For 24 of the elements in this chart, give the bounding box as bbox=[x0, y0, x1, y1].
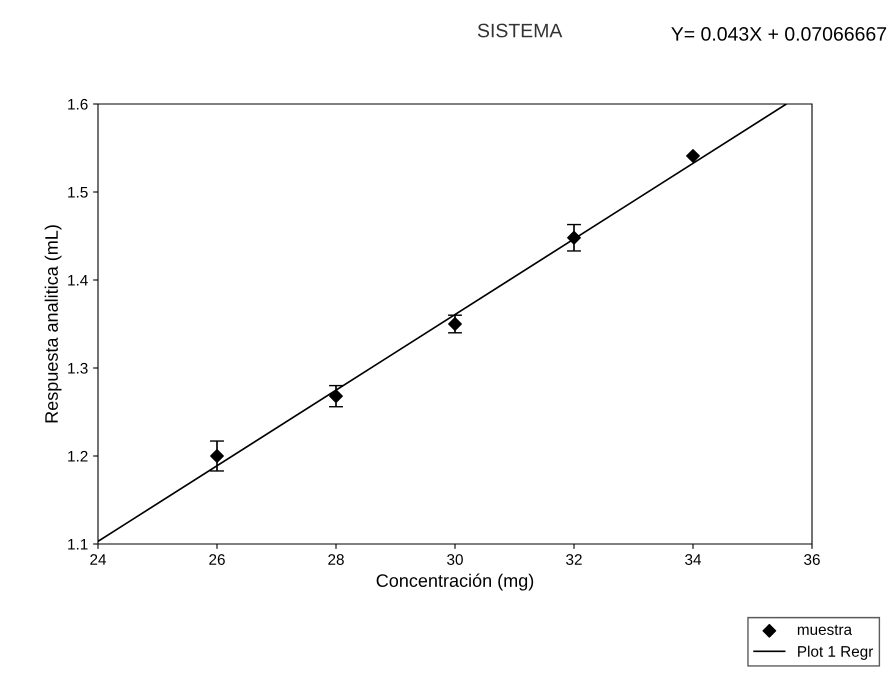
y-tick-label: 1.1 bbox=[68, 539, 88, 550]
legend-label: muestra bbox=[798, 624, 852, 635]
x-tick-label: 26 bbox=[209, 554, 225, 565]
point bbox=[567, 230, 581, 245]
y-tick-label: 1.5 bbox=[68, 187, 88, 198]
x-axis-title: Concentración (mg) bbox=[376, 574, 534, 591]
y-tick-label: 1.6 bbox=[68, 98, 88, 110]
y-tick-label: 1.2 bbox=[68, 450, 88, 462]
point bbox=[686, 149, 700, 163]
x-tick-label: 30 bbox=[447, 554, 463, 565]
text: Y= 0.043X + 0.07066667 bbox=[671, 27, 886, 41]
y-axis-title: Respuesta analitica (mL) bbox=[44, 225, 62, 422]
point bbox=[448, 317, 462, 331]
y-tick-label: 1.3 bbox=[68, 362, 88, 374]
point bbox=[210, 449, 224, 463]
x-tick-label: 36 bbox=[804, 554, 820, 565]
point bbox=[329, 389, 343, 404]
legend-label: Plot 1 Regr bbox=[798, 646, 874, 660]
x-tick-label: 28 bbox=[328, 554, 344, 565]
chart-title: SISTEMA bbox=[478, 24, 562, 38]
x-tick-label: 32 bbox=[566, 554, 582, 565]
x-tick-label: 34 bbox=[685, 554, 702, 565]
x-tick-label: 24 bbox=[90, 554, 106, 565]
y-tick-label: 1.4 bbox=[68, 275, 88, 286]
